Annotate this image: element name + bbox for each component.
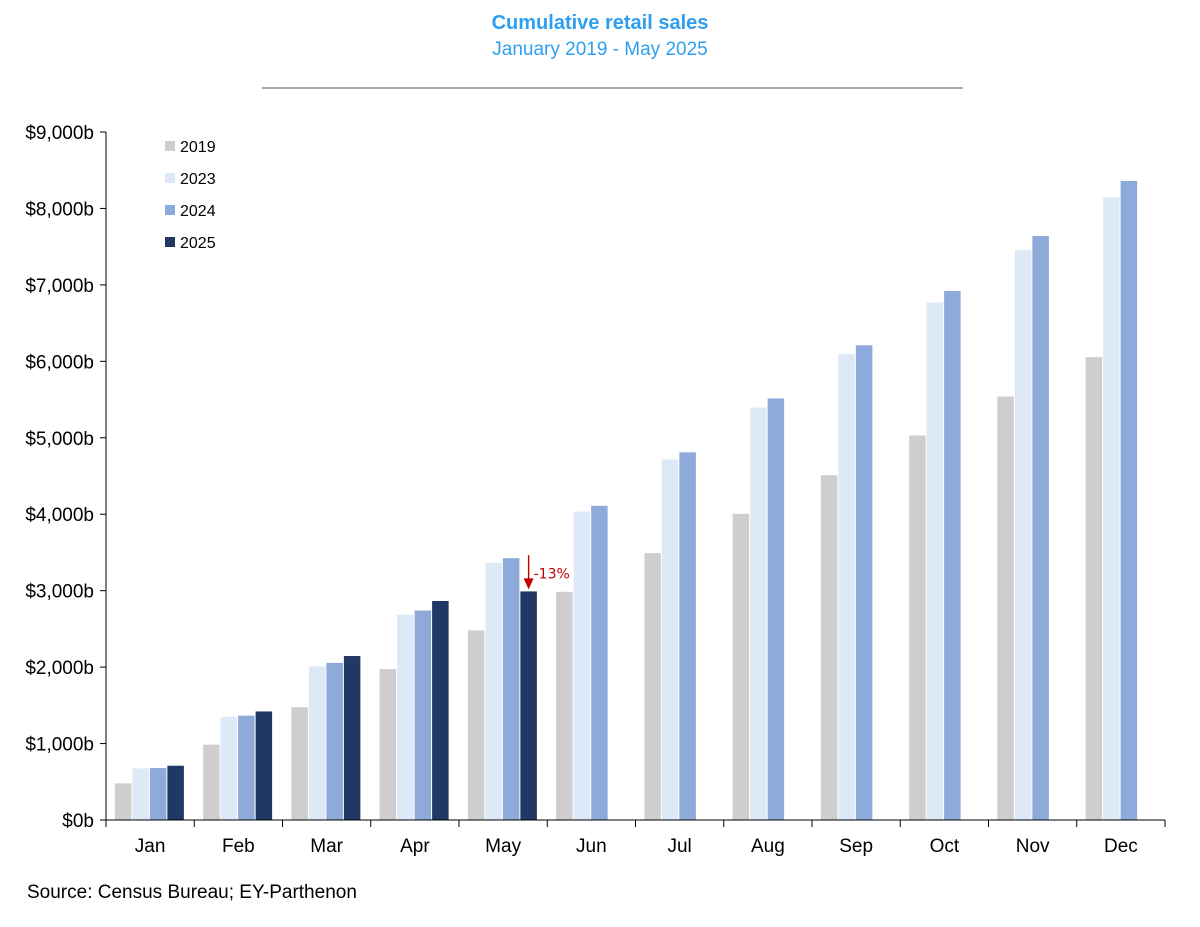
- bar-2024-feb: [238, 715, 255, 820]
- bar-2025-mar: [343, 656, 361, 820]
- y-tick-label: $2,000b: [25, 658, 94, 679]
- legend-swatch-2025: [165, 237, 175, 247]
- bar-2019-jul: [644, 553, 661, 820]
- bar-2024-dec: [1120, 180, 1138, 820]
- bar-2023-jan: [132, 768, 149, 820]
- y-axis: $0b $1,000b $2,000b $3,000b $4,000b $5,000b $6…: [25, 123, 107, 832]
- x-tick-label: Jul: [667, 836, 691, 857]
- bars: [114, 180, 1138, 821]
- y-tick-label: $4,000b: [25, 505, 94, 526]
- x-tick-label: Feb: [222, 836, 255, 857]
- bar-2024-jun: [591, 505, 608, 820]
- y-tick-label: $8,000b: [25, 199, 94, 220]
- bar-2024-oct: [944, 291, 961, 820]
- x-tick-label: Mar: [310, 836, 343, 857]
- annotation: -13%: [523, 555, 570, 590]
- y-tick-label: $6,000b: [25, 352, 94, 373]
- bar-2019-may: [467, 630, 485, 820]
- y-tick-label: $9,000b: [25, 123, 94, 144]
- bar-2019-oct: [909, 435, 926, 820]
- bar-2023-jun: [573, 511, 591, 820]
- bar-2025-may: [520, 591, 537, 820]
- y-tick-label: $0b: [62, 811, 94, 832]
- bar-2019-sep: [820, 475, 838, 820]
- y-tick-label: $7,000b: [25, 276, 94, 297]
- bar-2019-jun: [556, 591, 573, 820]
- bar-2019-feb: [203, 744, 220, 820]
- bar-2023-apr: [397, 614, 414, 820]
- bar-2025-apr: [432, 600, 449, 820]
- bar-2024-aug: [767, 398, 785, 820]
- y-tick-label: $3,000b: [25, 582, 94, 603]
- bar-2023-jul: [661, 459, 679, 820]
- x-tick-label: Jan: [135, 836, 166, 857]
- bar-2024-apr: [414, 610, 432, 820]
- bar-2023-dec: [1103, 197, 1120, 821]
- bar-2019-apr: [379, 669, 397, 820]
- legend-label-2024: 2024: [180, 203, 216, 220]
- bar-2019-mar: [291, 707, 308, 820]
- x-tick-label: Oct: [930, 836, 960, 857]
- bar-2024-nov: [1032, 235, 1049, 820]
- chart-subtitle: January 2019 - May 2025: [492, 39, 707, 60]
- bar-2024-mar: [326, 662, 343, 820]
- legend-swatch-2024: [165, 205, 175, 215]
- bar-2019-dec: [1085, 357, 1103, 820]
- x-axis: Jan Feb Mar Apr May Jun Jul Aug Sep Oct Nov Dec: [105, 819, 1166, 857]
- bar-2023-sep: [838, 354, 855, 820]
- y-tick-label: $5,000b: [25, 429, 94, 450]
- legend-label-2025: 2025: [180, 235, 216, 252]
- x-tick-label: May: [485, 836, 521, 857]
- x-tick-label: Aug: [751, 836, 785, 857]
- x-tick-label: Nov: [1016, 836, 1050, 857]
- source-note: Source: Census Bureau; EY-Parthenon: [27, 882, 357, 903]
- bar-2024-jan: [149, 768, 167, 820]
- bar-2019-jan: [114, 783, 132, 820]
- bar-2019-aug: [732, 513, 750, 820]
- annotation-arrow-head: [523, 578, 534, 590]
- bar-2024-may: [502, 558, 520, 820]
- legend-label-2019: 2019: [180, 139, 216, 156]
- x-tick-label: Sep: [839, 836, 873, 857]
- x-tick-label: Dec: [1104, 836, 1138, 857]
- x-tick-label: Jun: [576, 836, 607, 857]
- bar-2025-jan: [167, 765, 184, 820]
- bar-2023-mar: [308, 666, 326, 820]
- legend-swatch-2023: [165, 173, 175, 183]
- legend-label-2023: 2023: [180, 171, 216, 188]
- bar-2019-nov: [997, 396, 1014, 820]
- chart-title: Cumulative retail sales: [492, 12, 709, 34]
- x-tick-label: Apr: [400, 836, 430, 857]
- legend: 2019 2023 2024 2025: [165, 139, 216, 252]
- bar-2023-may: [485, 562, 502, 820]
- bar-2023-aug: [750, 407, 767, 820]
- bar-2023-feb: [220, 716, 238, 820]
- annotation-label: -13%: [534, 566, 570, 582]
- y-tick-label: $1,000b: [25, 735, 94, 756]
- legend-swatch-2019: [165, 141, 175, 151]
- bar-2025-feb: [255, 711, 273, 820]
- bar-2024-sep: [855, 345, 873, 820]
- bar-2023-oct: [926, 302, 944, 821]
- bar-2023-nov: [1014, 250, 1032, 820]
- bar-2024-jul: [679, 452, 696, 820]
